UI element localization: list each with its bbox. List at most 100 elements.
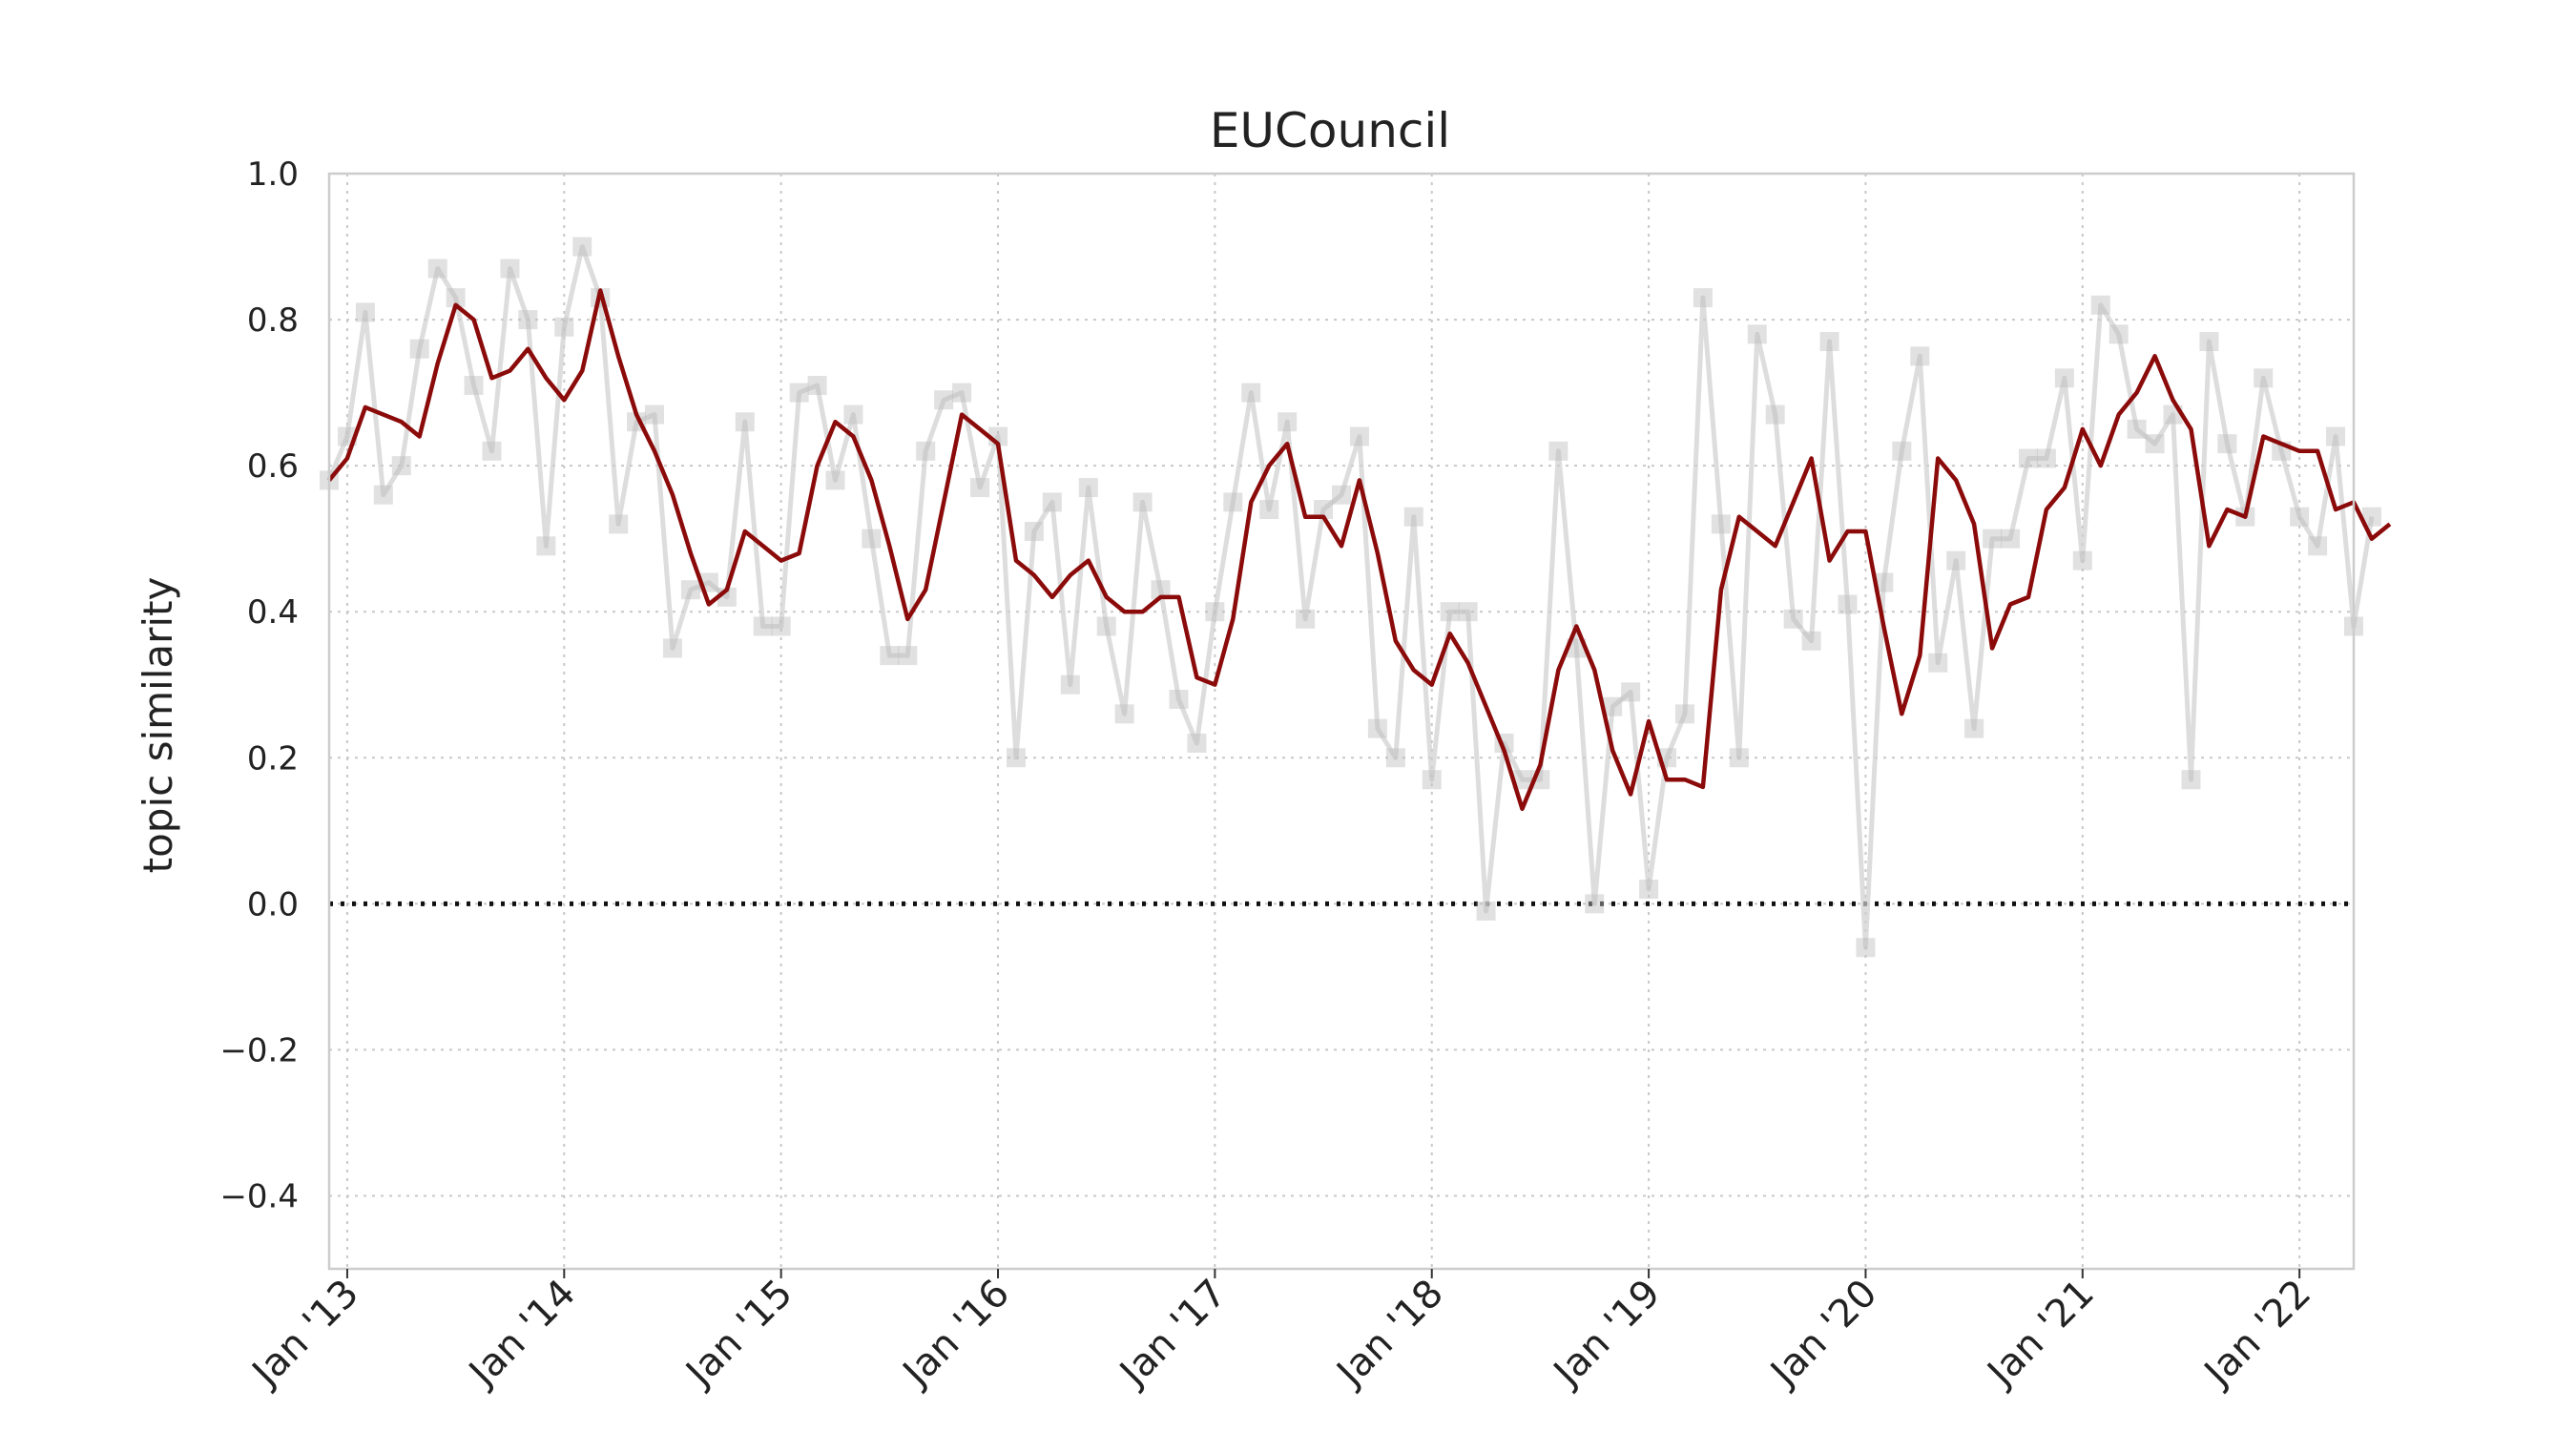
raw-data-point (1367, 718, 1387, 738)
raw-data-point (1512, 770, 1532, 790)
y-axis-ticks: −0.4 −0.2 0.0 0.2 0.4 0.6 0.8 1.0 (219, 156, 299, 1215)
raw-data-point (1729, 748, 1749, 768)
raw-data-point (2308, 536, 2328, 556)
grid (329, 173, 2354, 1269)
raw-data-point (1711, 514, 1731, 534)
raw-data-point (446, 288, 466, 308)
raw-data-point (482, 441, 502, 461)
raw-data-point (1910, 346, 1930, 366)
raw-data-point (1259, 500, 1279, 520)
raw-data-point (1132, 492, 1153, 512)
raw-data-point (1674, 704, 1694, 724)
raw-data-point (1114, 704, 1134, 724)
raw-data-point (1332, 485, 1351, 505)
raw-data-point (572, 237, 592, 257)
raw-data-point (1096, 616, 1116, 636)
y-tick-label: −0.2 (219, 1031, 299, 1069)
chart-title: EUCouncil (1210, 103, 1450, 158)
raw-data-point (373, 485, 393, 505)
raw-data-point (1983, 529, 2003, 549)
y-axis-label: topic similarity (135, 577, 181, 874)
raw-data-point (1801, 631, 1821, 651)
raw-data-point (1006, 748, 1026, 768)
x-tick-label: Jan '16 (893, 1272, 1018, 1397)
y-tick-label: 0.4 (247, 593, 299, 632)
raw-data-point (1223, 492, 1243, 512)
raw-data-point (1693, 288, 1713, 308)
raw-data-point (500, 259, 520, 279)
y-tick-label: 0.0 (247, 885, 299, 923)
raw-data-point (789, 383, 809, 403)
raw-data-point (843, 404, 863, 425)
raw-data-point (1946, 550, 1966, 570)
raw-data-point (1603, 696, 1623, 716)
y-tick-label: −0.4 (219, 1177, 299, 1215)
raw-data-point (2361, 507, 2381, 527)
raw-data-point (1819, 332, 1839, 352)
raw-data-point (825, 470, 845, 490)
raw-series-line (326, 244, 2375, 950)
raw-data-point (645, 404, 665, 425)
y-tick-label: 0.8 (247, 301, 299, 340)
raw-data-point (1349, 426, 1369, 446)
raw-data-point (391, 456, 411, 476)
raw-data-point (2145, 434, 2165, 454)
raw-data-point (662, 638, 682, 658)
y-tick-label: 0.6 (247, 447, 299, 486)
x-tick-label: Jan '13 (242, 1272, 367, 1397)
raw-data-point (916, 441, 936, 461)
raw-data-point (2217, 434, 2237, 454)
plot-frame (327, 172, 2356, 1271)
raw-data-point (2326, 426, 2346, 446)
raw-data-point (1585, 894, 1605, 914)
raw-data-point (2290, 507, 2310, 527)
raw-data-point (1422, 770, 1442, 790)
raw-data-point (1205, 602, 1225, 622)
raw-data-point (2001, 529, 2021, 549)
raw-data-point (536, 536, 556, 556)
raw-data-point (880, 646, 900, 666)
x-axis-ticks: Jan '13 Jan '14 Jan '15 Jan '16 Jan '17 Jan '… (242, 1269, 2319, 1397)
raw-data-point (1765, 404, 1785, 425)
raw-data-point (1783, 609, 1803, 629)
raw-data-point (2127, 419, 2147, 439)
raw-data-point (952, 383, 972, 403)
raw-data-point (1874, 572, 1894, 592)
raw-data-point (409, 339, 429, 359)
raw-data-point (1548, 441, 1568, 461)
raw-data-point (1060, 674, 1080, 695)
raw-data-point (862, 529, 882, 549)
raw-data-point (771, 616, 791, 636)
raw-data-point (427, 259, 447, 279)
raw-data-point (2254, 368, 2274, 388)
raw-data-point (1024, 522, 1044, 542)
raw-data-point (1440, 602, 1460, 622)
raw-data-point (2090, 295, 2110, 315)
y-tick-label: 0.2 (247, 739, 299, 778)
x-tick-label: Jan '15 (676, 1272, 801, 1397)
smoothed-series-line (327, 288, 2392, 812)
raw-data-point (1296, 609, 1316, 629)
raw-data-point (1621, 682, 1641, 702)
raw-data-point (554, 317, 574, 337)
x-tick-label: Jan '22 (2194, 1272, 2319, 1397)
raw-data-point (1476, 901, 1496, 921)
raw-data-point (1151, 580, 1171, 600)
x-tick-label: Jan '20 (1761, 1272, 1886, 1397)
raw-data-point (2072, 550, 2092, 570)
raw-data-point (1928, 653, 1948, 673)
raw-data-point (970, 478, 990, 498)
raw-data-point (680, 580, 700, 600)
raw-data-point (1856, 938, 1876, 958)
raw-data-point (1403, 507, 1423, 527)
raw-data-point (464, 375, 484, 395)
raw-data-point (518, 310, 538, 330)
raw-data-point (1187, 733, 1207, 753)
raw-data-point (735, 412, 755, 432)
y-tick-label: 1.0 (247, 156, 299, 194)
x-tick-label: Jan '14 (459, 1272, 584, 1397)
raw-data-point (807, 375, 827, 395)
raw-data-point (2036, 448, 2056, 468)
raw-data-point (2199, 332, 2219, 352)
